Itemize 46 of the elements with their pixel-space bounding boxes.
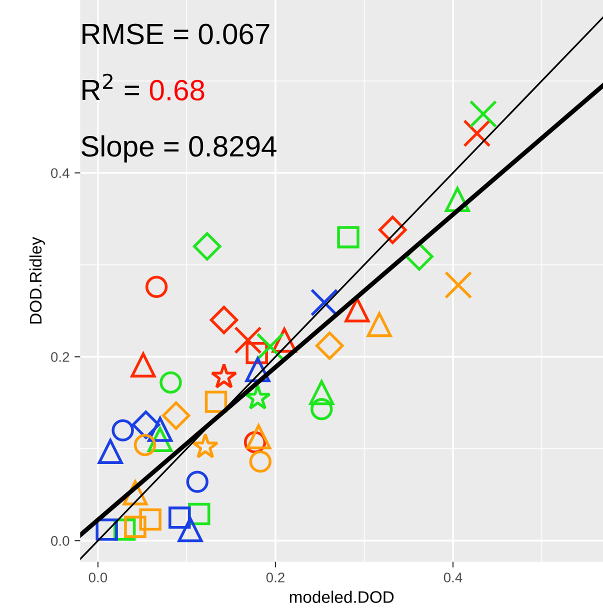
point bbox=[192, 432, 219, 458]
x-tick-label: 0.2 bbox=[266, 572, 284, 582]
point bbox=[98, 438, 123, 464]
point bbox=[244, 384, 271, 410]
point bbox=[162, 401, 190, 430]
point bbox=[310, 288, 338, 316]
point bbox=[246, 424, 272, 450]
point bbox=[112, 419, 134, 442]
point bbox=[168, 506, 191, 529]
point bbox=[132, 410, 160, 439]
point bbox=[256, 332, 284, 361]
annotation: Slope = 0.8294 bbox=[82, 135, 276, 162]
annotation: R$^{2}$ = bbox=[82, 74, 140, 100]
y-tick-label: 0.4 bbox=[51, 168, 70, 178]
point bbox=[134, 434, 156, 456]
point bbox=[148, 416, 173, 442]
y-tick-label: 0.0 bbox=[51, 536, 70, 546]
point bbox=[378, 216, 407, 244]
point bbox=[366, 312, 392, 338]
x-axis-title: modeled.DOD bbox=[290, 590, 394, 603]
point bbox=[234, 326, 262, 354]
point bbox=[178, 517, 203, 542]
point bbox=[145, 276, 168, 298]
y-tick-label: 0.2 bbox=[51, 352, 70, 362]
point bbox=[124, 516, 146, 538]
point bbox=[337, 226, 360, 248]
point bbox=[186, 470, 208, 493]
point bbox=[444, 271, 472, 299]
point bbox=[315, 332, 344, 360]
point bbox=[160, 371, 182, 394]
point bbox=[192, 232, 222, 261]
point bbox=[139, 508, 162, 531]
annotation: 0.68 bbox=[150, 80, 204, 101]
point bbox=[249, 450, 272, 473]
point bbox=[309, 380, 334, 406]
point bbox=[310, 398, 333, 420]
point bbox=[463, 119, 491, 148]
point bbox=[210, 306, 238, 334]
annotation: RMSE = 0.067 bbox=[82, 24, 270, 44]
point bbox=[210, 363, 238, 388]
point bbox=[344, 297, 370, 322]
x-tick-label: 0.0 bbox=[88, 572, 108, 582]
x-tick-label: 0.4 bbox=[444, 572, 462, 582]
y-axis-title: DOD.Ridley bbox=[29, 236, 45, 324]
point bbox=[469, 100, 498, 128]
point bbox=[130, 352, 156, 378]
